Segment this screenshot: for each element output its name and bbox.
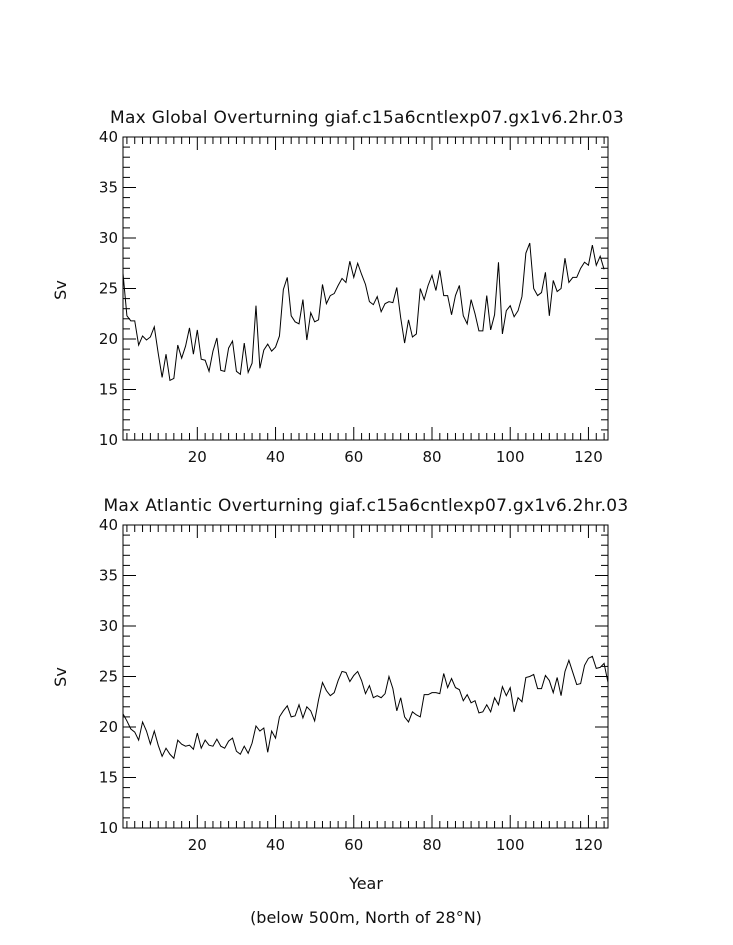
y-tick-label: 35 xyxy=(99,179,118,197)
y-tick-label: 10 xyxy=(99,431,118,449)
y-tick-label: 25 xyxy=(99,280,118,298)
plot-frame-global xyxy=(122,136,609,441)
y-axis-label-atlantic: Sv xyxy=(51,667,70,687)
x-tick-label: 20 xyxy=(188,836,207,854)
chart-global-overturning: Max Global Overturning giaf.c15a6cntlexp… xyxy=(51,108,624,466)
x-tick-label: 120 xyxy=(574,836,603,854)
x-tick-label: 120 xyxy=(574,448,603,466)
x-tick-label: 100 xyxy=(496,836,525,854)
x-axis-label-atlantic: Year xyxy=(348,874,383,893)
y-tick-label: 20 xyxy=(99,718,118,736)
x-ticks-global: 20 40 60 80 100 120 xyxy=(126,137,605,466)
y-axis-label-global: Sv xyxy=(51,280,70,300)
x-tick-label: 100 xyxy=(496,448,525,466)
y-tick-label: 15 xyxy=(99,381,118,399)
y-tick-label: 10 xyxy=(99,819,118,837)
y-tick-label: 15 xyxy=(99,769,118,787)
y-tick-label: 25 xyxy=(99,668,118,686)
y-tick-label: 35 xyxy=(99,567,118,585)
plot-frame-atlantic xyxy=(122,524,609,829)
x-tick-label: 60 xyxy=(344,448,363,466)
x-tick-label: 80 xyxy=(422,448,441,466)
chart-atlantic-overturning: Max Atlantic Overturning giaf.c15a6cntle… xyxy=(51,496,628,893)
y-ticks-global: 10 15 20 25 30 35 40 xyxy=(99,128,608,449)
y-tick-label: 20 xyxy=(99,330,118,348)
series-line-atlantic xyxy=(122,655,609,760)
y-tick-label: 30 xyxy=(99,229,118,247)
figure-footnote: (below 500m, North of 28°N) xyxy=(250,908,482,927)
series-line-global xyxy=(122,242,605,382)
y-tick-label: 40 xyxy=(99,128,118,146)
x-tick-label: 40 xyxy=(266,448,285,466)
x-ticks-atlantic: 20 40 60 80 100 120 xyxy=(126,525,605,854)
y-tick-label: 40 xyxy=(99,516,118,534)
chart-title-atlantic: Max Atlantic Overturning giaf.c15a6cntle… xyxy=(103,496,628,516)
x-tick-label: 20 xyxy=(188,448,207,466)
y-tick-label: 30 xyxy=(99,617,118,635)
chart-title-global: Max Global Overturning giaf.c15a6cntlexp… xyxy=(110,108,624,128)
x-tick-label: 60 xyxy=(344,836,363,854)
x-tick-label: 40 xyxy=(266,836,285,854)
x-tick-label: 80 xyxy=(422,836,441,854)
